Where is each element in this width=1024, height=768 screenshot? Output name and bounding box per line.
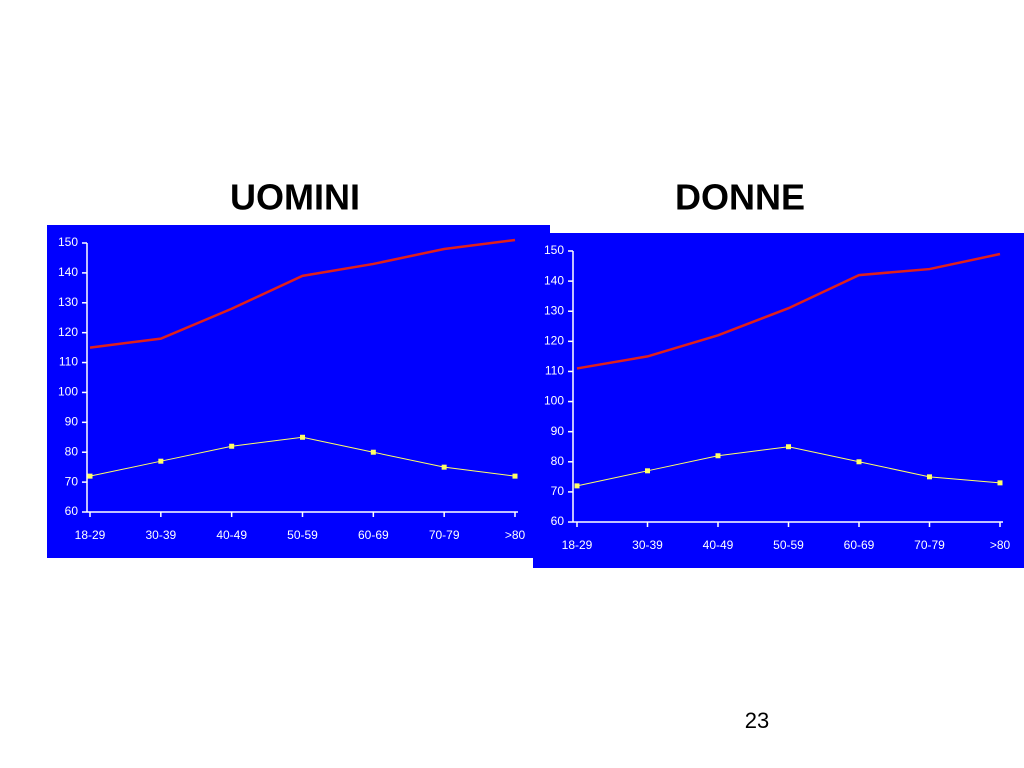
chart-title: DONNE xyxy=(675,177,805,218)
chart-background xyxy=(533,233,1024,568)
point-marker xyxy=(645,468,650,474)
series-line xyxy=(89,238,516,349)
y-tick-label: 90 xyxy=(65,415,79,429)
x-tick-label: >80 xyxy=(505,528,526,542)
point-marker xyxy=(512,473,518,479)
x-tick-label: 40-49 xyxy=(216,528,247,542)
y-tick-label: 130 xyxy=(544,303,564,317)
y-tick-label: 70 xyxy=(551,484,565,498)
y-tick-label: 70 xyxy=(65,474,79,488)
y-tick-label: 100 xyxy=(544,394,564,408)
y-tick-label: 110 xyxy=(545,364,564,378)
point-marker xyxy=(715,453,721,459)
series-line xyxy=(576,252,1001,370)
x-tick-label: 40-49 xyxy=(703,538,734,552)
point-marker xyxy=(997,480,1003,486)
y-tick-label: 120 xyxy=(544,334,564,348)
y-tick-label: 60 xyxy=(65,504,79,518)
x-tick-label: 50-59 xyxy=(287,528,318,542)
x-tick-label: 30-39 xyxy=(145,528,176,542)
point-marker xyxy=(300,434,305,440)
x-tick-label: 50-59 xyxy=(773,538,804,552)
point-marker xyxy=(441,464,447,470)
y-tick-label: 120 xyxy=(58,325,78,339)
point-marker xyxy=(87,473,93,479)
x-tick-label: 70-79 xyxy=(914,538,945,552)
x-tick-label: 60-69 xyxy=(844,538,875,552)
y-tick-label: 150 xyxy=(544,243,564,257)
y-tick-label: 60 xyxy=(551,514,565,528)
point-marker xyxy=(574,483,580,489)
x-tick-label: 18-29 xyxy=(75,528,106,542)
y-tick-label: 80 xyxy=(65,444,79,458)
point-marker xyxy=(856,459,862,465)
point-marker xyxy=(370,449,376,455)
x-tick-label: 70-79 xyxy=(429,528,460,542)
y-tick-label: 130 xyxy=(58,295,78,309)
point-marker xyxy=(158,458,164,464)
x-tick-label: >80 xyxy=(990,538,1011,552)
point-marker xyxy=(229,443,235,449)
y-tick-label: 100 xyxy=(58,385,78,399)
x-tick-label: 60-69 xyxy=(358,528,389,542)
x-tick-label: 18-29 xyxy=(562,538,593,552)
chart-title: UOMINI xyxy=(230,177,360,218)
y-tick-label: 90 xyxy=(551,424,565,438)
chart-background xyxy=(47,225,550,558)
page-number: 23 xyxy=(745,708,769,733)
point-marker xyxy=(786,444,791,450)
y-tick-label: 80 xyxy=(551,454,565,468)
y-tick-label: 140 xyxy=(544,273,564,287)
y-tick-label: 150 xyxy=(58,235,78,249)
point-marker xyxy=(927,474,932,480)
y-tick-label: 140 xyxy=(58,265,78,279)
x-tick-label: 30-39 xyxy=(632,538,663,552)
y-tick-label: 110 xyxy=(59,355,78,369)
